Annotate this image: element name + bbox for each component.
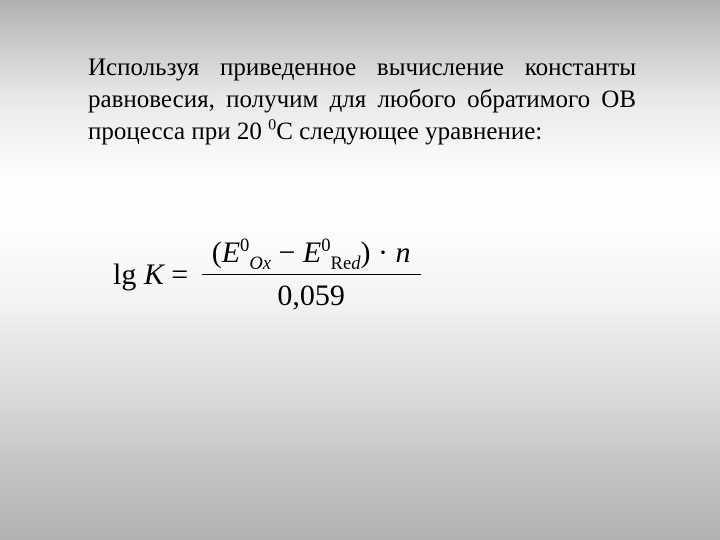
paren-open: (	[212, 236, 222, 269]
paragraph-text-after: следующее уравнение:	[293, 118, 542, 145]
temperature-unit: С	[276, 118, 293, 145]
paren-close: )	[361, 236, 371, 269]
n-symbol: n	[396, 236, 411, 269]
equation-lhs: lg К =	[113, 258, 188, 292]
E2-superscript: 0	[321, 235, 330, 256]
lg-operator: lg	[113, 258, 136, 291]
denominator: 0,059	[202, 275, 421, 313]
equals-sign: =	[164, 258, 188, 291]
E2-sub-rm: Re	[331, 253, 352, 274]
E1-superscript: 0	[240, 235, 249, 256]
dot-operator: ·	[371, 236, 396, 269]
numerator: (E0Ox − E0Red) · n	[202, 236, 421, 275]
E2-sub-it: d	[351, 253, 360, 274]
body-paragraph: Используя приведенное вычисление констан…	[88, 52, 636, 148]
E2-subscript: Red	[331, 253, 361, 274]
K-symbol: К	[144, 258, 164, 291]
equation: lg К = (E0Ox − E0Red) · n 0,059	[113, 236, 427, 313]
E1-base: E	[222, 236, 240, 269]
fraction: (E0Ox − E0Red) · n 0,059	[202, 236, 421, 313]
temperature-superscript: 0	[268, 116, 276, 134]
minus-sign: −	[271, 236, 303, 269]
E1-subscript: Ox	[249, 253, 271, 274]
E2-base: E	[303, 236, 321, 269]
slide: Используя приведенное вычисление констан…	[0, 0, 720, 540]
